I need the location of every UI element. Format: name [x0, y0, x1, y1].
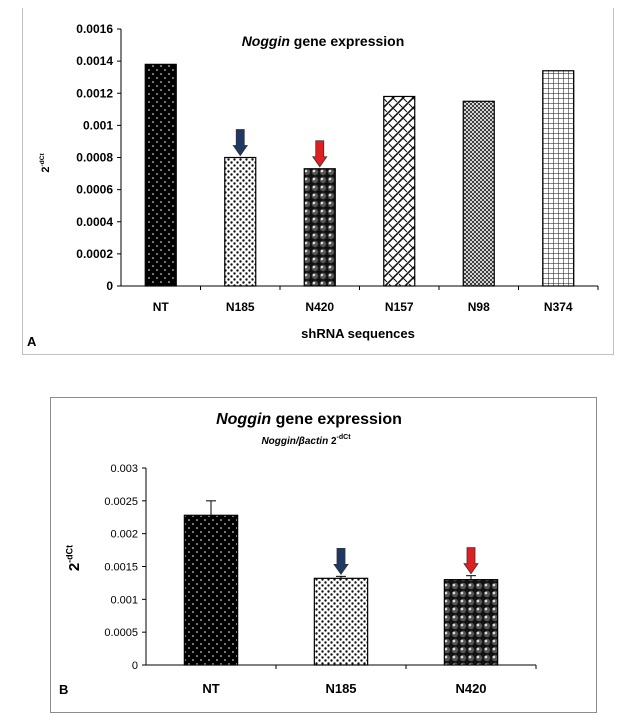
x-tick-label: NT [202, 681, 219, 696]
panel-label: A [27, 334, 37, 349]
bar-n98 [462, 100, 495, 287]
y-tick-label: 0.0008 [76, 151, 113, 165]
chart-title: Noggin gene expression [242, 33, 405, 49]
y-axis-label: 2-dCt [64, 545, 83, 571]
x-tick-label: N374 [544, 300, 573, 314]
arrow-n420 [463, 547, 479, 575]
x-tick-label: N185 [226, 300, 255, 314]
chart-b-svg: B Noggin gene expression Noggin/βactin 2-d… [59, 411, 537, 697]
bar-n374 [542, 70, 575, 287]
x-axis-label: shRNA sequences [301, 326, 415, 341]
x-tick-label: N157 [385, 300, 414, 314]
y-tick-label: 0.0025 [104, 496, 138, 508]
y-tick-label: 0.0012 [76, 86, 113, 100]
y-tick-label: 0.001 [83, 118, 113, 132]
bar-n157 [383, 95, 416, 287]
arrow-n185 [333, 547, 349, 576]
arrow-n420 [311, 140, 328, 168]
y-tick-label: 0.002 [110, 529, 138, 541]
y-tick-label: 0.003 [110, 463, 138, 475]
y-tick-label: 0.0005 [104, 627, 138, 639]
y-tick-label: 0 [106, 279, 113, 293]
y-tick-label: 0.0014 [76, 54, 113, 68]
y-tick-label: 0.0016 [76, 22, 113, 36]
y-tick-label: 0.0006 [76, 183, 113, 197]
y-tick-label: 0.001 [110, 594, 138, 606]
y-tick-label: 0.0002 [76, 247, 113, 261]
bar-nt [183, 514, 239, 666]
x-tick-label: N98 [468, 300, 490, 314]
chart-title: Noggin gene expression [216, 411, 402, 428]
bar-nt [144, 63, 177, 287]
bar-n185 [224, 156, 257, 287]
x-tick-label: NT [153, 300, 170, 314]
y-tick-label: 0.0004 [76, 215, 113, 229]
chart-a-svg: A Noggin gene expression 2-dCt 0 0.0002 0.000… [27, 22, 599, 349]
y-axis-label: 2-dCt [39, 153, 52, 173]
chart-panel-b: B Noggin gene expression Noggin/βactin 2-d… [50, 397, 597, 713]
bar-n185 [313, 577, 369, 666]
x-tick-label: N420 [455, 681, 486, 696]
arrow-n185 [232, 129, 249, 157]
bar-n420 [443, 579, 499, 666]
x-tick-label: N420 [305, 300, 334, 314]
chart-subtitle: Noggin/βactin 2-dCt [261, 434, 351, 447]
y-tick-label: 0 [132, 660, 138, 672]
bar-n420 [303, 168, 336, 287]
chart-panel-a: A Noggin gene expression 2-dCt 0 0.0002 0.000… [22, 8, 614, 355]
x-tick-label: N185 [325, 681, 356, 696]
panel-label: B [59, 682, 68, 697]
y-tick-label: 0.0015 [104, 562, 138, 574]
